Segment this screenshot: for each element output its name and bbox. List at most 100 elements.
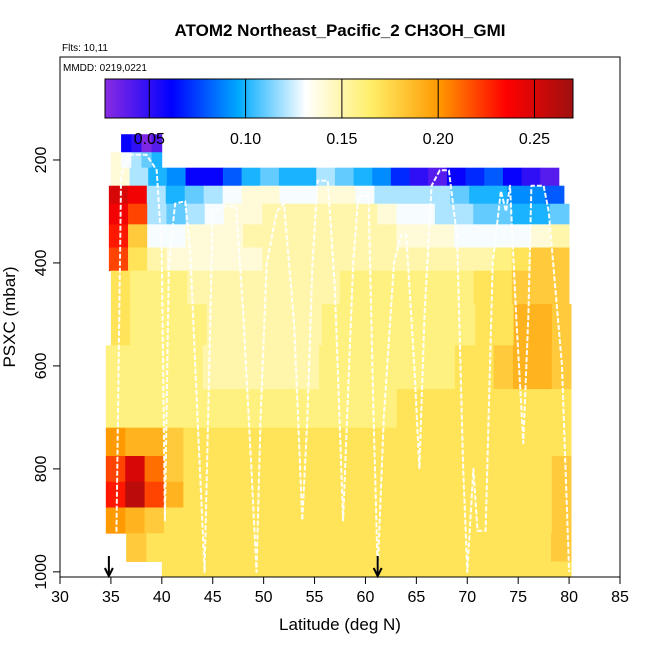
heatmap-cell	[108, 185, 129, 205]
heatmap-cell	[147, 203, 167, 225]
flight-track	[115, 153, 571, 573]
heatmap-cell	[127, 185, 148, 205]
x-tick-label: 80	[560, 589, 578, 606]
heatmap-cell	[108, 247, 129, 272]
heatmap-cell	[549, 247, 570, 272]
heatmap-cell	[397, 270, 417, 305]
heatmap-cell	[396, 345, 417, 390]
heatmap-cell	[110, 304, 131, 346]
heatmap-cell	[166, 533, 188, 562]
heatmap-cell	[260, 345, 281, 390]
heatmap-cell	[222, 507, 242, 534]
heatmap-cell	[469, 185, 489, 205]
heatmap-cell	[360, 304, 380, 346]
heatmap-cell	[206, 270, 226, 305]
heatmap-cell	[128, 247, 148, 272]
heatmap-cell	[449, 533, 471, 562]
x-axis-label: Latitude (deg N)	[279, 615, 401, 634]
heatmap-cell	[434, 224, 455, 248]
heatmap-cell	[225, 304, 246, 346]
heatmap-cell	[245, 304, 265, 346]
heatmap-cell	[185, 247, 206, 272]
heatmap-cell	[204, 247, 225, 272]
heatmap-cell	[144, 389, 165, 429]
heatmap-cell	[415, 203, 436, 225]
colorbar-gradient	[104, 78, 574, 119]
heatmap-cell	[435, 427, 456, 457]
heatmap-cell	[202, 389, 223, 429]
heatmap-cell	[241, 185, 261, 205]
heatmap-cell	[510, 533, 532, 562]
heatmap-cell	[319, 456, 339, 483]
heatmap-cell	[521, 167, 541, 187]
heatmap-cell	[305, 561, 326, 578]
heatmap-cell	[436, 304, 457, 346]
heatmap-cell	[550, 561, 572, 578]
colorbar-tick-label: 0.05	[134, 131, 165, 148]
heatmap-cell	[241, 507, 262, 534]
heatmap-cell	[105, 345, 126, 390]
heatmap-cell	[435, 456, 456, 483]
heatmap-cell	[263, 270, 284, 305]
heatmap-cell	[241, 167, 261, 187]
heatmap-cell	[203, 185, 224, 205]
heatmap-cell	[126, 533, 147, 562]
heatmap-cell	[357, 481, 378, 508]
heatmap-cell	[163, 389, 184, 429]
heatmap-cell	[474, 389, 494, 429]
heatmap-cell	[446, 167, 466, 187]
heatmap-cell	[260, 481, 281, 508]
heatmap-cell	[262, 247, 282, 272]
heatmap-cell	[260, 507, 281, 534]
heatmap-cell	[163, 481, 184, 508]
x-tick-label: 70	[458, 589, 476, 606]
heatmap-cell	[321, 304, 342, 346]
dates-label: MMDD: 0219,0221	[63, 63, 147, 74]
heatmap-cell	[434, 247, 455, 272]
heatmap-cell	[493, 456, 514, 483]
heatmap-cell	[262, 203, 282, 225]
heatmap-cell	[128, 203, 148, 225]
heatmap-cell	[551, 456, 572, 483]
heatmap-cell	[465, 167, 485, 187]
heatmap-cell	[502, 167, 522, 187]
heatmap-cell	[396, 456, 417, 483]
heatmap-cell	[511, 224, 532, 248]
heatmap-cell	[507, 185, 527, 205]
heatmap-cell	[357, 345, 378, 390]
heatmap-cell	[260, 185, 280, 205]
heatmap-cell	[279, 185, 299, 205]
heatmap-cell	[415, 224, 436, 248]
heatmap-cell	[454, 224, 474, 248]
heatmap-cell	[549, 203, 570, 225]
heatmap-cells	[105, 134, 572, 578]
heatmap-cell	[340, 270, 360, 305]
heatmap-cell	[377, 224, 397, 248]
heatmap-cell	[297, 167, 317, 187]
heatmap-cell	[435, 481, 456, 508]
colorbar-tick-label: 0.10	[230, 131, 261, 148]
date-markers	[103, 556, 383, 579]
heatmap-cell	[417, 304, 438, 346]
heatmap-cell	[454, 247, 474, 272]
heatmap-cell	[427, 561, 449, 578]
heatmap-cell	[377, 456, 398, 483]
heatmap-cell	[377, 507, 398, 534]
heatmap-cell	[283, 304, 304, 346]
heatmap-cell	[300, 203, 321, 225]
heatmap-cell	[241, 389, 262, 429]
heatmap-cell	[550, 533, 572, 562]
heatmap-cell	[183, 389, 204, 429]
heatmap-cell	[549, 224, 570, 248]
heatmap-cell	[353, 167, 373, 187]
heatmap-cell	[532, 345, 553, 390]
heatmap-cell	[348, 533, 370, 562]
heatmap-cell	[280, 389, 301, 429]
x-tick-label: 35	[102, 589, 120, 606]
heatmap-cell	[141, 152, 153, 169]
x-tick-label: 50	[255, 589, 273, 606]
heatmap-cell	[346, 561, 367, 578]
heatmap-cell	[244, 270, 265, 305]
date-marker-arrow	[103, 556, 114, 579]
heatmap-cell	[183, 345, 204, 390]
